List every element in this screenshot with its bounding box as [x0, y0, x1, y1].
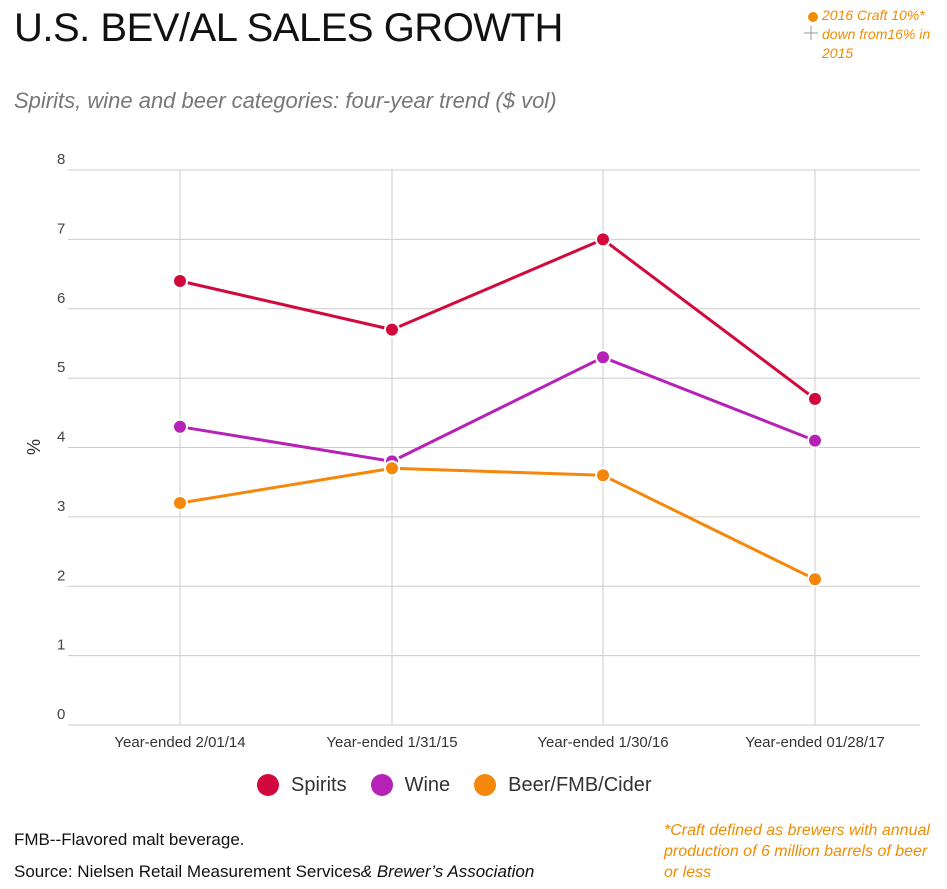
y-tick-label-1: 1	[57, 637, 65, 654]
point-wine-3	[807, 432, 823, 449]
y-tick-label-6: 6	[57, 290, 65, 307]
note-crosshair-icon	[804, 26, 818, 40]
point-spirits-0	[172, 273, 188, 289]
point-beer-2	[595, 467, 611, 484]
legend-label-wine: Wine	[404, 773, 451, 796]
legend-swatch-wine	[370, 774, 393, 796]
legend-item-wine[interactable]: Wine	[370, 773, 451, 797]
point-beer-1	[384, 460, 400, 477]
chart-title: U.S. BEV/AL SALES GROWTH	[14, 6, 563, 50]
source-main: Source: Nielsen Retail Measurement Servi…	[14, 862, 361, 881]
series-line-wine	[179, 355, 816, 463]
series-line-spirits	[179, 237, 816, 401]
chart-subtitle: Spirits, wine and beer categories: four-…	[14, 88, 557, 113]
craft-definition-note: *Craft defined as brewers with annual pr…	[664, 822, 930, 881]
y-tick-label-0: 0	[57, 706, 65, 723]
point-wine-0	[172, 418, 188, 435]
craft-annotation: 2016 Craft 10%* down from16% in 2015	[822, 7, 931, 61]
point-spirits-3	[807, 390, 823, 407]
source-line: Source: Nielsen Retail Measurement Servi…	[14, 862, 534, 882]
note-marker-dot	[808, 12, 818, 22]
y-tick-label-2: 2	[57, 567, 65, 584]
point-wine-2	[595, 349, 611, 366]
legend-swatch-spirits	[257, 774, 279, 796]
legend-label-beer: Beer/FMB/Cider	[508, 773, 652, 796]
point-spirits-2	[595, 231, 611, 248]
legend-label-spirits: Spirits	[291, 773, 347, 796]
y-tick-label-5: 5	[57, 359, 65, 376]
x-tick-label-3: Year-ended 01/28/17	[745, 734, 885, 751]
x-tick-label-0: Year-ended 2/01/14	[114, 734, 245, 751]
y-tick-label-7: 7	[57, 220, 65, 237]
legend-swatch-beer	[474, 774, 497, 796]
y-tick-label-8: 8	[57, 151, 65, 168]
point-beer-0	[172, 495, 188, 511]
x-tick-label-1: Year-ended 1/31/15	[326, 734, 457, 751]
series-line-beer	[179, 466, 816, 581]
y-tick-label-3: 3	[57, 498, 65, 515]
legend-item-beer[interactable]: Beer/FMB/Cider	[474, 773, 652, 797]
fmb-footnote: FMB--Flavored malt beverage.	[14, 830, 245, 849]
point-beer-3	[807, 571, 823, 588]
source-italic: & Brewer’s Association	[360, 862, 535, 881]
legend-item-spirits[interactable]: Spirits	[257, 774, 347, 797]
y-tick-label-4: 4	[57, 429, 65, 446]
point-spirits-1	[384, 321, 400, 338]
x-tick-label-2: Year-ended 1/30/16	[537, 734, 668, 751]
y-axis-label: %	[24, 439, 44, 455]
chart-legend: Spirits Wine Beer/FMB/Cider	[257, 770, 676, 800]
